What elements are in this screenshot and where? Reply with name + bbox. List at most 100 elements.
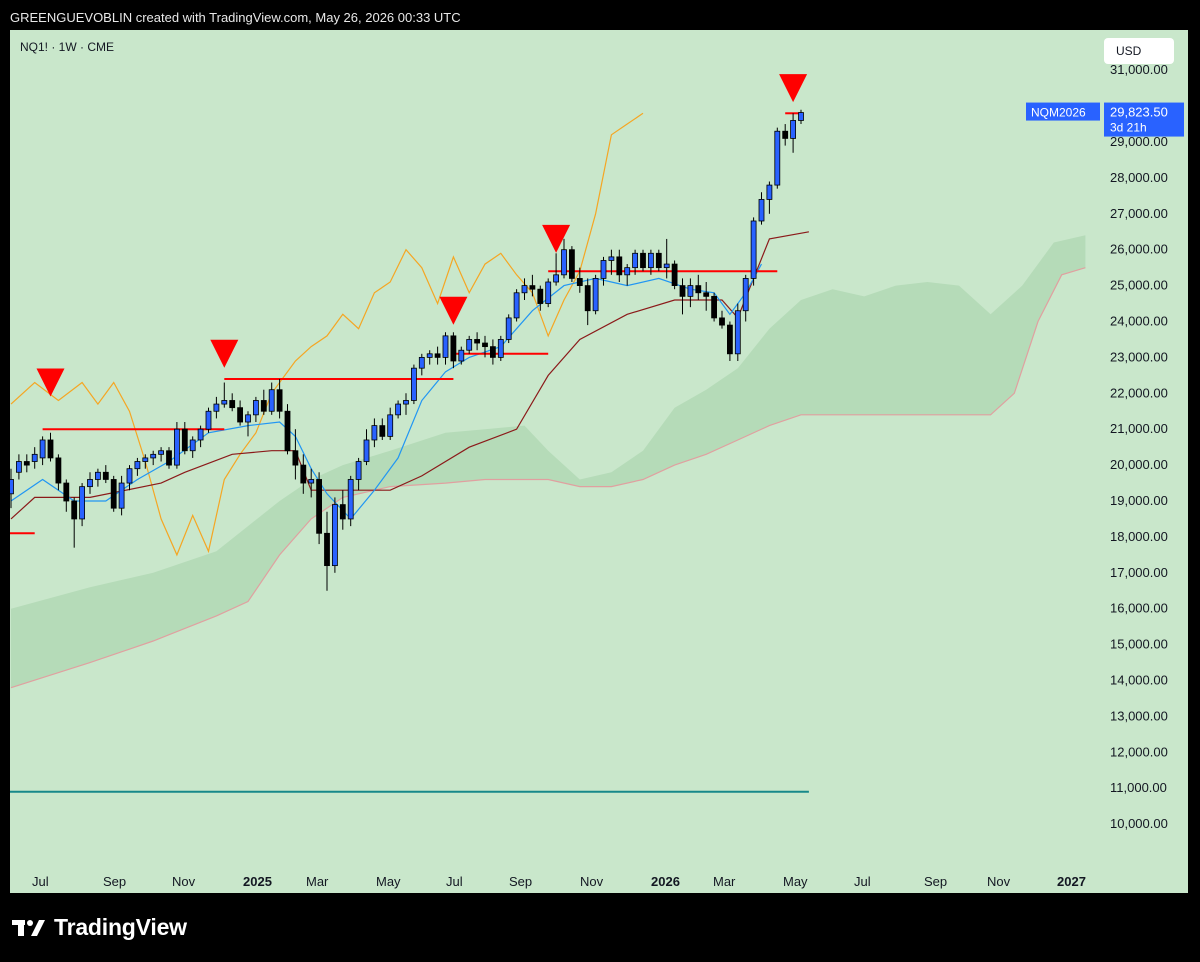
sell-signal-triangle xyxy=(542,224,571,253)
x-axis-tick-label: May xyxy=(783,874,808,889)
candle-body xyxy=(324,532,330,567)
candle-body xyxy=(458,349,465,362)
tradingview-logo[interactable]: TradingView xyxy=(12,914,187,941)
candle-body xyxy=(363,439,370,462)
tradingview-wordmark: TradingView xyxy=(54,914,187,940)
candle-body xyxy=(39,439,46,459)
x-axis-tick-label: Jul xyxy=(446,874,463,889)
candle-body xyxy=(798,112,804,121)
x-axis-tick-label: Jul xyxy=(32,874,49,889)
y-axis-tick-label: 16,000.00 xyxy=(1110,601,1168,616)
x-axis-tick-label: Sep xyxy=(509,874,532,889)
candle-body xyxy=(221,400,228,405)
candle-body xyxy=(442,335,449,358)
y-axis-tick-label: 26,000.00 xyxy=(1110,242,1168,257)
candle-body xyxy=(252,400,259,416)
candle-body xyxy=(181,428,188,452)
candle-body xyxy=(308,479,315,484)
candle-body xyxy=(489,346,496,358)
attribution-header: GREENGUEVOBLIN created with TradingView.… xyxy=(10,10,461,25)
candle-body xyxy=(671,263,678,286)
candle-body xyxy=(608,256,615,261)
candle-body xyxy=(10,479,14,495)
candle-body xyxy=(537,288,544,304)
candle-body xyxy=(616,256,623,276)
candle-body xyxy=(679,285,686,297)
tenkan-sen-line xyxy=(10,263,763,520)
candle-body xyxy=(545,281,552,304)
candle-body xyxy=(450,335,457,362)
currency-button[interactable]: USD xyxy=(1104,38,1174,64)
y-axis-tick-label: 13,000.00 xyxy=(1110,708,1168,723)
candle-body xyxy=(102,471,109,480)
candle-body xyxy=(727,324,733,355)
y-axis-tick-label: 19,000.00 xyxy=(1110,493,1168,508)
x-axis-tick-label: 2025 xyxy=(243,874,272,889)
candle-body xyxy=(237,407,244,423)
candle-body xyxy=(331,504,338,567)
x-axis-tick-label: Sep xyxy=(924,874,947,889)
candle-body xyxy=(632,252,638,269)
candle-body xyxy=(482,342,488,348)
candle-body xyxy=(55,457,62,484)
candle-body xyxy=(695,285,702,294)
ichimoku-cloud xyxy=(11,235,1086,688)
candle-body xyxy=(87,479,93,488)
candle-body xyxy=(561,249,567,276)
candle-body xyxy=(118,482,125,509)
candle-body xyxy=(339,504,346,520)
y-axis-tick-label: 15,000.00 xyxy=(1110,637,1168,652)
tradingview-logo-icon xyxy=(12,917,46,939)
candle-body xyxy=(213,403,220,412)
y-axis-tick-label: 24,000.00 xyxy=(1110,314,1168,329)
x-axis-tick-label: Jul xyxy=(854,874,871,889)
candle-body xyxy=(63,482,70,502)
candle-body xyxy=(790,120,796,139)
last-price-tag xyxy=(1104,102,1184,137)
candle-body xyxy=(624,267,631,276)
candle-body xyxy=(711,295,717,319)
candle-body xyxy=(766,184,773,200)
candle-body xyxy=(687,285,694,297)
candle-body xyxy=(150,453,157,459)
kijun-sen-line xyxy=(10,231,810,520)
candle-body xyxy=(229,400,236,409)
sell-signal-triangle xyxy=(210,339,239,368)
candle-body xyxy=(355,461,362,480)
y-axis-tick-label: 17,000.00 xyxy=(1110,565,1168,580)
chart-panel[interactable]: 31,000.00 29,000.00 28,000.00 27,000.00 26,0… xyxy=(10,30,1188,893)
candle-body xyxy=(426,353,433,358)
price-chart[interactable]: 31,000.00 29,000.00 28,000.00 27,000.00 26,0… xyxy=(10,30,1188,893)
candle-body xyxy=(126,468,133,484)
candle-body xyxy=(592,278,599,312)
candle-body xyxy=(197,428,204,441)
symbol-tag xyxy=(1026,102,1100,121)
sell-signal-triangle xyxy=(779,74,808,103)
bar-countdown: 3d 21h xyxy=(1110,121,1147,135)
y-axis-tick-label: 10,000.00 xyxy=(1110,816,1168,831)
candle-body xyxy=(189,439,196,452)
candle-body xyxy=(284,410,291,452)
candle-body xyxy=(569,249,575,279)
candle-body xyxy=(316,479,323,534)
candle-body xyxy=(719,317,725,326)
symbol-tag-label: NQM2026 xyxy=(1031,106,1086,120)
candle-body xyxy=(379,425,386,437)
candle-body xyxy=(774,130,781,186)
candle-body xyxy=(750,220,757,279)
candle-body xyxy=(31,453,38,462)
candle-body xyxy=(71,500,78,520)
candle-body xyxy=(474,339,481,344)
candle-body xyxy=(142,457,149,462)
x-axis-tick-label: May xyxy=(376,874,401,889)
candle-body xyxy=(640,252,646,269)
candle-body xyxy=(205,410,212,430)
candle-body xyxy=(505,317,512,340)
x-axis-tick-label: Mar xyxy=(713,874,736,889)
candle-body xyxy=(371,425,378,441)
candle-body xyxy=(47,439,54,459)
candle-body xyxy=(553,274,559,283)
candle-body xyxy=(655,252,662,269)
y-axis-tick-label: 20,000.00 xyxy=(1110,457,1168,472)
candle-body xyxy=(395,403,402,416)
